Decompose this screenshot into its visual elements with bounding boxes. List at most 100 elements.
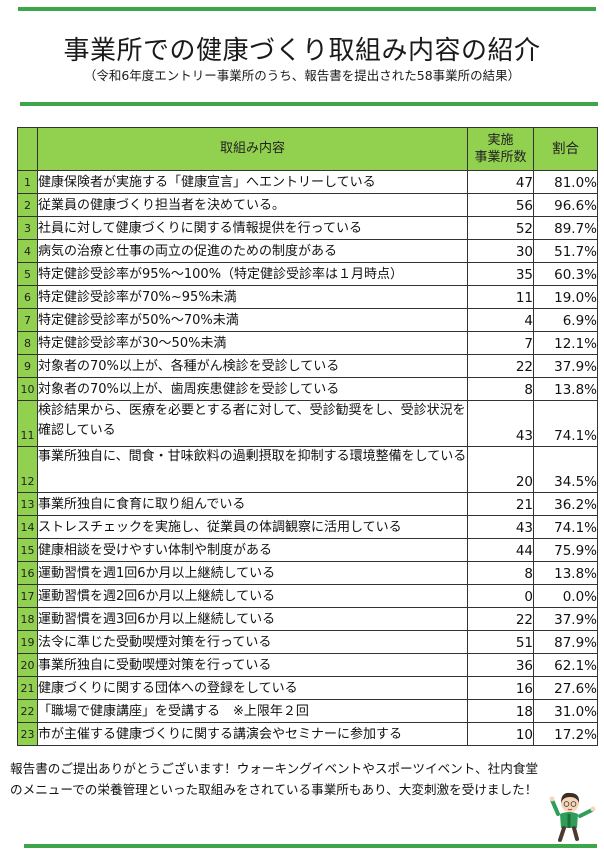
row-percentage: 81.0% — [533, 170, 598, 194]
row-initiative: 「職場で健康講座」を受講する ※上限年２回 — [37, 699, 468, 723]
header-ratio: 割合 — [533, 127, 598, 171]
closing-message-line2: のメニューでの栄養管理といった取組みをされている事業所もあり、大変刺激を受けまし… — [10, 782, 538, 797]
row-initiative: 事業所独自に食育に取り組んでいる — [37, 492, 468, 516]
table-row: 14 ストレスチェックを実施し、従業員の体調観察に活用している 43 74.1% — [17, 515, 598, 539]
row-count: 8 — [467, 377, 534, 401]
table-row: 10 対象者の70%以上が、歯周疾患健診を受診している 8 13.8% — [17, 377, 598, 401]
row-percentage: 87.9% — [533, 630, 598, 654]
row-percentage: 37.9% — [533, 607, 598, 631]
row-initiative: 法令に準じた受動喫煙対策を行っている — [37, 630, 468, 654]
table-header-row: 取組み内容 実施 事業所数 割合 — [17, 127, 598, 171]
table-row: 20 事業所独自に受動喫煙対策を行っている 36 62.1% — [17, 653, 598, 677]
table-row: 6 特定健診受診率が70%~95%未満 11 19.0% — [17, 285, 598, 309]
header-count-line1: 実施 — [487, 133, 514, 148]
row-initiative: 事業所独自に受動喫煙対策を行っている — [37, 653, 468, 677]
row-percentage: 60.3% — [533, 262, 598, 286]
row-number: 12 — [17, 446, 38, 493]
header-count: 実施 事業所数 — [467, 127, 534, 171]
page-subtitle: （令和6年度エントリー事業所のうち、報告書を提出された58事業所の結果） — [83, 68, 521, 83]
row-initiative: ストレスチェックを実施し、従業員の体調観察に活用している — [37, 515, 468, 539]
row-count: 10 — [467, 722, 534, 746]
table-row: 8 特定健診受診率が30～50%未満 7 12.1% — [17, 331, 598, 355]
row-count: 51 — [467, 630, 534, 654]
table-row: 5 特定健診受診率が95%～100%（特定健診受診率は１月時点） 35 60.3% — [17, 262, 598, 286]
closing-message: 報告書のご提出ありがとうございます！ウォーキングイベントやスポーツイベント、社内… — [10, 758, 600, 800]
row-number: 23 — [17, 722, 38, 746]
row-percentage: 31.0% — [533, 699, 598, 723]
row-count: 47 — [467, 170, 534, 194]
row-number: 6 — [17, 285, 38, 309]
row-percentage: 75.9% — [533, 538, 598, 562]
row-number: 5 — [17, 262, 38, 286]
row-number: 9 — [17, 354, 38, 378]
row-percentage: 13.8% — [533, 377, 598, 401]
row-number: 3 — [17, 216, 38, 240]
row-percentage: 12.1% — [533, 331, 598, 355]
row-number: 7 — [17, 308, 38, 332]
row-count: 44 — [467, 538, 534, 562]
row-initiative: 事業所独自に、間食・甘味飲料の過剰摂取を抑制する環境整備をしている — [37, 446, 468, 493]
row-initiative: 運動習慣を週3回6か月以上継続している — [37, 607, 468, 631]
cheering-character-icon — [544, 790, 600, 844]
row-number: 11 — [17, 400, 38, 447]
row-percentage: 89.7% — [533, 216, 598, 240]
top-divider — [18, 7, 596, 11]
row-count: 36 — [467, 653, 534, 677]
table-row: 11 検診結果から、医療を必要とする者に対して、受診勧奨をし、受診状況を確認してい… — [17, 400, 598, 447]
row-count: 43 — [467, 400, 534, 447]
row-number: 14 — [17, 515, 38, 539]
row-count: 22 — [467, 607, 534, 631]
row-count: 18 — [467, 699, 534, 723]
table-row: 19 法令に準じた受動喫煙対策を行っている 51 87.9% — [17, 630, 598, 654]
table-row: 18 運動習慣を週3回6か月以上継続している 22 37.9% — [17, 607, 598, 631]
row-initiative: 運動習慣を週1回6か月以上継続している — [37, 561, 468, 585]
row-count: 16 — [467, 676, 534, 700]
row-percentage: 34.5% — [533, 446, 598, 493]
row-initiative: 従業員の健康づくり担当者を決めている。 — [37, 193, 468, 217]
row-number: 8 — [17, 331, 38, 355]
row-initiative: 社員に対して健康づくりに関する情報提供を行っている — [37, 216, 468, 240]
row-count: 4 — [467, 308, 534, 332]
row-number: 10 — [17, 377, 38, 401]
row-percentage: 51.7% — [533, 239, 598, 263]
table-row: 15 健康相談を受けやすい体制や制度がある 44 75.9% — [17, 538, 598, 562]
table-row: 21 健康づくりに関する団体への登録をしている 16 27.6% — [17, 676, 598, 700]
header-content: 取組み内容 — [37, 127, 468, 171]
table-row: 17 運動習慣を週2回6か月以上継続している 0 0.0% — [17, 584, 598, 608]
row-number: 20 — [17, 653, 38, 677]
row-number: 18 — [17, 607, 38, 631]
row-percentage: 74.1% — [533, 400, 598, 447]
page-title: 事業所での健康づくり取組み内容の紹介 — [63, 36, 541, 66]
table-row: 2 従業員の健康づくり担当者を決めている。 56 96.6% — [17, 193, 598, 217]
row-count: 43 — [467, 515, 534, 539]
row-initiative: 健康保険者が実施する「健康宣言」へエントリーしている — [37, 170, 468, 194]
row-count: 22 — [467, 354, 534, 378]
row-count: 56 — [467, 193, 534, 217]
row-count: 30 — [467, 239, 534, 263]
row-count: 7 — [467, 331, 534, 355]
header-number — [17, 127, 38, 171]
row-number: 15 — [17, 538, 38, 562]
row-percentage: 27.6% — [533, 676, 598, 700]
row-number: 19 — [17, 630, 38, 654]
row-initiative: 特定健診受診率が50%～70%未満 — [37, 308, 468, 332]
row-count: 8 — [467, 561, 534, 585]
row-initiative: 特定健診受診率が70%~95%未満 — [37, 285, 468, 309]
row-initiative: 特定健診受診率が95%～100%（特定健診受診率は１月時点） — [37, 262, 468, 286]
row-count: 20 — [467, 446, 534, 493]
row-initiative: 市が主催する健康づくりに関する講演会やセミナーに参加する — [37, 722, 468, 746]
table-row: 16 運動習慣を週1回6か月以上継続している 8 13.8% — [17, 561, 598, 585]
row-number: 13 — [17, 492, 38, 516]
initiatives-table: 取組み内容 実施 事業所数 割合 1 健康保険者が実施する「健康宣言」へエントリー… — [17, 127, 598, 746]
row-percentage: 6.9% — [533, 308, 598, 332]
row-percentage: 96.6% — [533, 193, 598, 217]
row-percentage: 37.9% — [533, 354, 598, 378]
header-count-line2: 事業所数 — [474, 150, 527, 165]
table-row: 9 対象者の70%以上が、各種がん検診を受診している 22 37.9% — [17, 354, 598, 378]
row-percentage: 19.0% — [533, 285, 598, 309]
row-percentage: 74.1% — [533, 515, 598, 539]
table-row: 22 「職場で健康講座」を受講する ※上限年２回 18 31.0% — [17, 699, 598, 723]
row-initiative: 対象者の70%以上が、各種がん検診を受診している — [37, 354, 468, 378]
table-row: 12 事業所独自に、間食・甘味飲料の過剰摂取を抑制する環境整備をしている 20 34.… — [17, 446, 598, 493]
row-initiative: 特定健診受診率が30～50%未満 — [37, 331, 468, 355]
